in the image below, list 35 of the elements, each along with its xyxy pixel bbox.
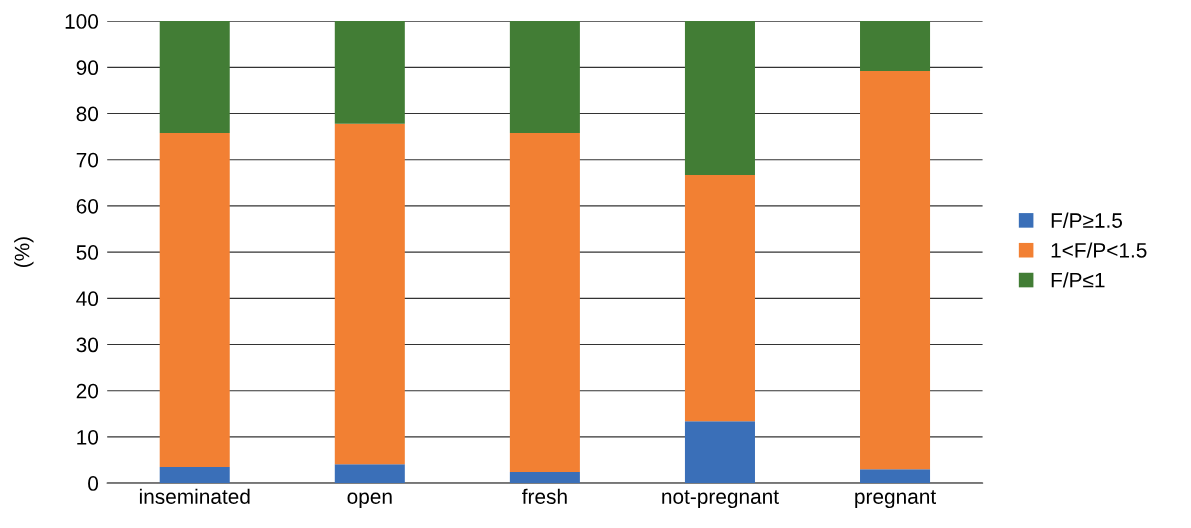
x-tick-label: pregnant (855, 490, 937, 509)
y-tick-label: 20 (76, 383, 99, 399)
x-tick-label: inseminated (139, 488, 250, 504)
bar (334, 464, 405, 484)
bar (334, 21, 405, 124)
y-axis-title: (%) (14, 237, 34, 268)
bar (684, 174, 755, 422)
bar (159, 21, 230, 133)
bar (684, 421, 755, 484)
legend-label: 1<F/P<1.5 (1051, 242, 1147, 258)
x-tick-label: fresh (522, 488, 567, 504)
y-tick-label: 80 (76, 106, 99, 122)
y-tick-label: 60 (76, 198, 99, 214)
y-tick-label: 30 (76, 337, 99, 353)
bar (684, 21, 755, 175)
y-tick-label: 90 (76, 60, 99, 76)
bar (509, 21, 580, 133)
y-tick-label: 70 (76, 152, 99, 168)
y-tick-label: 40 (76, 291, 99, 307)
y-tick-label: 10 (77, 429, 99, 445)
y-tick-label: 0 (88, 476, 99, 491)
bar (860, 469, 931, 484)
x-tick-label: open (347, 492, 392, 509)
legend-label: F/P≤1 (1051, 272, 1105, 288)
bar (860, 21, 931, 72)
x-tick-label: not-pregnant (662, 490, 779, 509)
y-tick-label: 50 (76, 245, 99, 260)
bar (159, 132, 230, 467)
bar (159, 466, 230, 484)
y-tick-label: 100 (65, 14, 99, 29)
bar (860, 71, 931, 470)
bar (334, 123, 405, 465)
legend-label: F/P≥1.5 (1051, 212, 1123, 228)
bar (509, 132, 580, 473)
bar (509, 472, 580, 484)
